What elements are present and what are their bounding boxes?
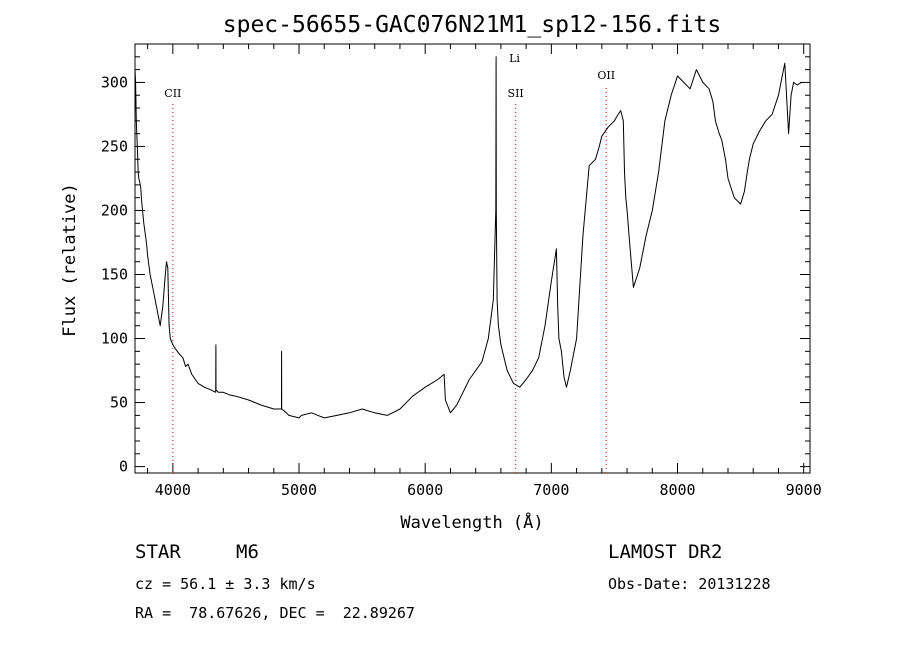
x-tick-label: 7000 — [533, 481, 569, 499]
spectral-line-sii-label: SII — [508, 87, 524, 100]
y-axis-label: Flux (relative) — [60, 183, 80, 337]
x-axis: 4000 5000 6000 7000 8000 9000 — [147, 44, 822, 499]
object-type: STAR — [135, 541, 181, 563]
spectral-line-li-label: Li — [509, 52, 520, 65]
spectrum-line — [135, 56, 802, 419]
survey-name: LAMOST DR2 — [608, 541, 723, 563]
observation-date: Obs-Date: 20131228 — [608, 575, 771, 593]
x-tick-label: 9000 — [786, 481, 822, 499]
y-axis: 0 50 100 150 200 250 300 — [101, 43, 810, 476]
spectral-line-cii-label: CII — [164, 87, 181, 100]
x-tick-label: 8000 — [659, 481, 695, 499]
y-tick-label: 100 — [101, 330, 128, 348]
y-tick-label: 50 — [110, 394, 128, 412]
redshift-cz: cz = 56.1 ± 3.3 km/s — [135, 575, 316, 593]
chart-title: spec-56655-GAC076N21M1_sp12-156.fits — [223, 12, 722, 38]
plot-border — [134, 43, 811, 474]
x-tick-label: 6000 — [407, 481, 443, 499]
y-tick-label: 300 — [101, 73, 128, 91]
spectral-line-markers: CII Li SII OII — [164, 52, 615, 473]
object-subclass: M6 — [236, 541, 259, 563]
y-tick-label: 0 — [119, 458, 128, 476]
plot-frame — [134, 43, 811, 474]
x-tick-label: 5000 — [281, 481, 317, 499]
y-tick-label: 150 — [101, 266, 128, 284]
y-tick-label: 250 — [101, 137, 128, 155]
spectral-line-oii-label: OII — [597, 69, 615, 82]
y-tick-label: 200 — [101, 201, 128, 219]
spectrum-series — [135, 56, 802, 419]
sky-coordinates: RA = 78.67626, DEC = 22.89267 — [135, 604, 415, 622]
x-tick-label: 4000 — [155, 481, 191, 499]
x-axis-label: Wavelength (Å) — [400, 511, 543, 533]
